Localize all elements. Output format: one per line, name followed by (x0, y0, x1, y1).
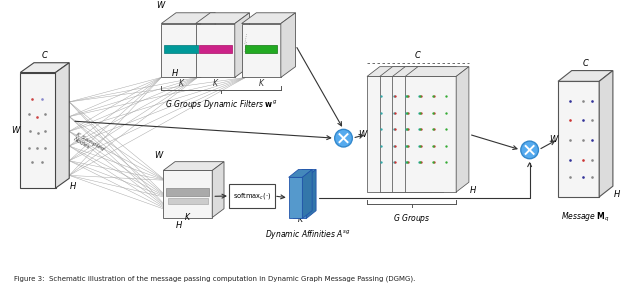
Text: Message $\mathbf{M}_q$: Message $\mathbf{M}_q$ (561, 211, 610, 224)
Text: H: H (70, 182, 76, 191)
Text: H: H (470, 186, 476, 195)
Polygon shape (163, 162, 224, 171)
Polygon shape (164, 45, 198, 53)
Polygon shape (242, 13, 296, 23)
FancyBboxPatch shape (229, 184, 275, 208)
Polygon shape (302, 170, 312, 218)
Polygon shape (392, 77, 444, 192)
Polygon shape (431, 67, 444, 192)
Polygon shape (163, 171, 212, 218)
Polygon shape (161, 23, 200, 77)
Text: W: W (156, 1, 164, 10)
Text: $G$ Groups Dynamic Filters $\mathbf{w}^g$: $G$ Groups Dynamic Filters $\mathbf{w}^g… (165, 98, 277, 111)
Polygon shape (380, 77, 431, 192)
Text: H: H (172, 69, 179, 78)
Text: K: K (212, 79, 218, 88)
Polygon shape (558, 70, 613, 81)
Text: Figure 3:  Schematic illustration of the message passing computation in Dynamic : Figure 3: Schematic illustration of the … (14, 276, 416, 282)
Text: H: H (614, 190, 620, 199)
Polygon shape (161, 13, 215, 23)
Text: K: K (185, 213, 190, 222)
Polygon shape (166, 188, 209, 196)
Polygon shape (292, 170, 316, 177)
Polygon shape (244, 45, 277, 53)
Polygon shape (289, 177, 302, 218)
Text: softmax$_c(\cdot)$: softmax$_c(\cdot)$ (233, 191, 271, 201)
Text: C: C (582, 59, 588, 68)
Polygon shape (196, 23, 235, 77)
Text: Dynamic Affinities $A^{sg}$: Dynamic Affinities $A^{sg}$ (266, 228, 351, 241)
Text: K: K (259, 79, 264, 88)
Polygon shape (456, 67, 469, 192)
Circle shape (335, 129, 353, 147)
Text: W: W (154, 151, 163, 160)
Polygon shape (212, 162, 224, 218)
Polygon shape (380, 67, 444, 77)
Circle shape (521, 141, 538, 159)
Polygon shape (168, 198, 209, 204)
Polygon shape (558, 81, 599, 197)
Text: W: W (549, 135, 557, 144)
Polygon shape (20, 63, 69, 72)
Text: $G$ Groups: $G$ Groups (393, 212, 430, 225)
Polygon shape (418, 67, 431, 192)
Polygon shape (292, 177, 307, 218)
Text: H: H (176, 222, 182, 231)
Polygon shape (235, 13, 250, 77)
Text: K: K (179, 79, 184, 88)
Polygon shape (405, 67, 469, 77)
Text: C: C (415, 51, 421, 60)
Polygon shape (289, 170, 312, 177)
Polygon shape (444, 67, 456, 192)
Polygon shape (281, 13, 296, 77)
Text: K Sampled
Nodes: K Sampled Nodes (72, 132, 105, 157)
Text: W: W (358, 130, 366, 139)
Text: C: C (42, 51, 47, 60)
Polygon shape (367, 67, 431, 77)
Polygon shape (307, 170, 316, 218)
Polygon shape (405, 77, 456, 192)
Polygon shape (242, 23, 281, 77)
Polygon shape (392, 67, 456, 77)
Polygon shape (200, 13, 215, 77)
Polygon shape (599, 70, 613, 197)
Text: K: K (298, 215, 303, 224)
Polygon shape (196, 13, 250, 23)
Polygon shape (367, 77, 418, 192)
Polygon shape (198, 45, 232, 53)
Polygon shape (20, 72, 56, 188)
Polygon shape (56, 63, 69, 188)
Text: W: W (12, 126, 19, 135)
